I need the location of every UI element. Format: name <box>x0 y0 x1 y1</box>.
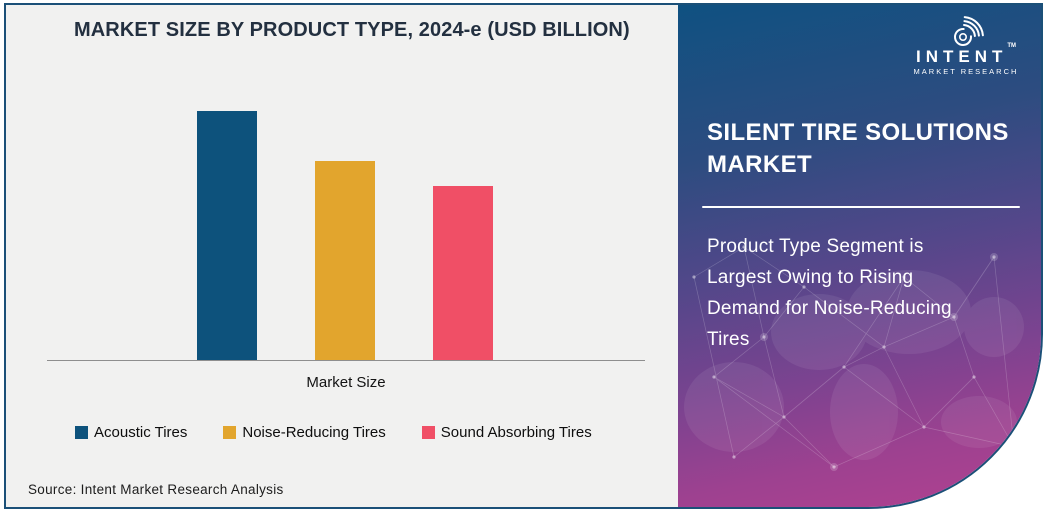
legend-item: Acoustic Tires <box>75 424 187 441</box>
panel-subtitle-line: Largest Owing to Rising <box>707 267 914 288</box>
x-axis-label: Market Size <box>306 374 386 391</box>
bar <box>315 161 375 360</box>
logo-wordmark: INTENTTM <box>915 43 1017 66</box>
panel-divider <box>702 206 1020 208</box>
panel-subtitle-line: Demand for Noise-Reducing <box>707 298 952 319</box>
bar <box>197 111 257 360</box>
legend-label: Noise-Reducing Tires <box>242 424 386 441</box>
legend-swatch <box>421 426 435 439</box>
chart-title: MARKET SIZE BY PRODUCT TYPE, 2024-e (USD… <box>74 19 630 41</box>
legend-label: Acoustic Tires <box>94 424 188 441</box>
source-note: Source: Intent Market Research Analysis <box>28 482 284 497</box>
panel-subtitle: Product Type Segment is Largest Owing to… <box>707 231 1017 355</box>
side-panel: INTENTTM MARKET RESEARCH SILENT TIRE SOL… <box>678 5 1041 507</box>
panel-title-line: MARKET <box>707 150 813 178</box>
radar-logo-icon <box>954 16 984 46</box>
bar-group <box>197 111 493 360</box>
legend-swatch <box>223 426 237 439</box>
legend-label: Sound Absorbing Tires <box>440 424 592 441</box>
logo-subtext: MARKET RESEARCH <box>913 67 1019 76</box>
bar <box>433 186 493 360</box>
infographic-frame: MARKET SIZE BY PRODUCT TYPE, 2024-e (USD… <box>4 3 1043 509</box>
legend-swatch <box>75 426 88 439</box>
legend-item: Sound Absorbing Tires <box>421 424 592 441</box>
panel-title: SILENT TIRE SOLUTIONS MARKET <box>707 117 1029 180</box>
brand-logo: INTENTTM MARKET RESEARCH <box>899 10 1033 76</box>
panel-subtitle-line: Product Type Segment is <box>707 236 924 257</box>
legend-item: Noise-Reducing Tires <box>223 424 386 441</box>
trademark-symbol: TM <box>1007 43 1017 49</box>
legend: Acoustic Tires Noise-Reducing Tires Sound … <box>75 424 592 441</box>
panel-title-line: SILENT TIRE SOLUTIONS <box>707 119 1009 146</box>
chart-area: MARKET SIZE BY PRODUCT TYPE, 2024-e (USD… <box>6 5 678 507</box>
panel-subtitle-line: Tires <box>707 329 750 350</box>
x-axis-line <box>47 360 645 361</box>
